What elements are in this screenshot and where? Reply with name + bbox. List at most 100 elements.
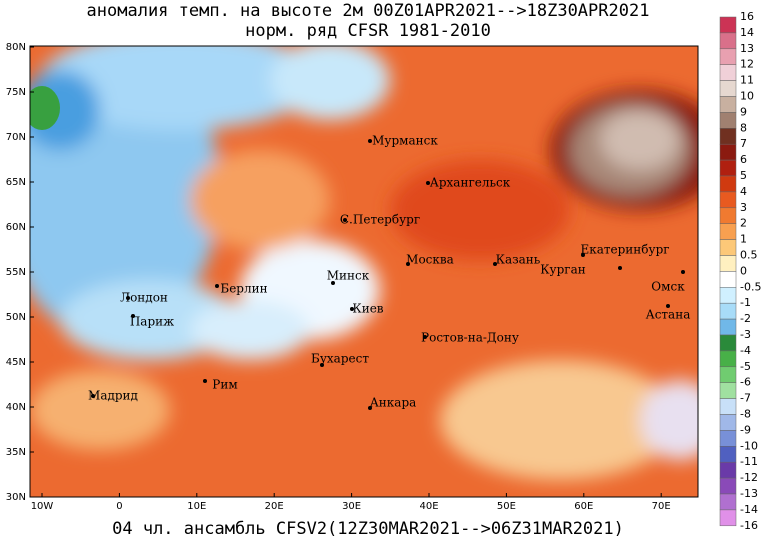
- city-dot: [203, 379, 207, 383]
- colorbar-label: -5: [740, 360, 751, 373]
- city-label: Астана: [646, 308, 691, 322]
- lat-label: 30N: [6, 492, 26, 503]
- lon-label: 70E: [652, 501, 671, 512]
- colorbar-label: 14: [740, 26, 754, 39]
- colorbar-label: -11: [740, 455, 758, 468]
- city-label: С.Петербург: [340, 213, 420, 227]
- colorbar-box: [719, 461, 737, 479]
- colorbar-box: [719, 175, 737, 193]
- title: аномалия темп. на высоте 2м 00Z01APR2021…: [87, 1, 650, 21]
- lon-label: 30E: [342, 501, 361, 512]
- colorbar-box: [719, 128, 737, 145]
- colorbar-label: 8: [740, 121, 747, 134]
- colorbar-box: [719, 334, 737, 352]
- colorbar-label: 2: [740, 217, 747, 230]
- colorbar-label: -8: [740, 408, 751, 421]
- city-dot: [331, 281, 335, 285]
- lon-label: 20E: [265, 501, 284, 512]
- colorbar-box: [719, 350, 737, 368]
- colorbar-box: [719, 430, 737, 447]
- colorbar-label: 7: [740, 137, 747, 150]
- colorbar-box: [719, 366, 737, 383]
- colorbar-label: -16: [740, 519, 758, 532]
- colorbar-box: [719, 64, 737, 81]
- colorbar-box: [719, 223, 737, 240]
- colorbar-label: -3: [740, 328, 751, 341]
- city-label: Омск: [651, 280, 685, 294]
- colorbar-box: [719, 398, 737, 415]
- colorbar-label: 0: [740, 264, 747, 277]
- city-label: Берлин: [220, 282, 267, 296]
- map-field: [30, 46, 698, 497]
- city-dot: [131, 314, 135, 318]
- city-label: Бухарест: [311, 352, 369, 366]
- colorbar-box: [719, 191, 737, 209]
- colorbar-label: -2: [740, 312, 751, 325]
- colorbar-box: [719, 318, 737, 336]
- city-dot: [423, 335, 427, 339]
- city-label: Курган: [540, 263, 585, 277]
- city-label: Екатеринбург: [580, 243, 669, 257]
- colorbar-label: 0.5: [740, 249, 758, 262]
- lat-label: 75N: [6, 87, 26, 98]
- city-label: Минск: [327, 269, 370, 283]
- city-dot: [581, 253, 585, 257]
- city-dot: [493, 262, 497, 266]
- colorbar-box: [719, 96, 737, 113]
- city-dot: [426, 181, 430, 185]
- colorbar-box: [719, 493, 737, 511]
- colorbar-box: [719, 239, 737, 256]
- colorbar-label: -6: [740, 376, 751, 389]
- colorbar-label: -10: [740, 439, 758, 452]
- colorbar-label: 3: [740, 201, 747, 214]
- city-label: Мадрид: [88, 389, 138, 403]
- colorbar-label: -1: [740, 296, 751, 309]
- colorbar-box: [719, 287, 737, 304]
- colorbar-box: [719, 48, 737, 65]
- colorbar-label: -4: [740, 344, 751, 357]
- city-label: Казань: [496, 253, 541, 267]
- colorbar-label: 13: [740, 42, 754, 55]
- colorbar-label: 10: [740, 90, 754, 103]
- lon-label: 60E: [574, 501, 593, 512]
- colorbar-box: [719, 16, 737, 34]
- city-label: Рим: [212, 378, 237, 392]
- colorbar-label: 12: [740, 58, 754, 71]
- lat-label: 50N: [6, 312, 26, 323]
- colorbar-box: [719, 509, 737, 527]
- colorbar-box: [719, 159, 737, 177]
- lat-label: 80N: [6, 42, 26, 53]
- lat-label: 40N: [6, 402, 26, 413]
- colorbar-label: -12: [740, 471, 758, 484]
- colorbar-label: -0.5: [740, 280, 761, 293]
- colorbar-box: [719, 80, 737, 97]
- city-label: Париж: [130, 315, 174, 329]
- city-label: Москва: [406, 253, 454, 267]
- city-label: Киев: [352, 302, 383, 316]
- city-dot: [215, 284, 219, 288]
- colorbar-label: 1: [740, 233, 747, 246]
- colorbar-label: -14: [740, 503, 758, 516]
- lat-label: 45N: [6, 357, 26, 368]
- colorbar-label: 4: [740, 185, 747, 198]
- city-dot: [126, 296, 130, 300]
- colorbar-label: -7: [740, 392, 751, 405]
- colorbar-label: -13: [740, 487, 758, 500]
- city-dot: [618, 266, 622, 270]
- city-dot: [320, 363, 324, 367]
- lon-label: 50E: [497, 501, 516, 512]
- colorbar-label: 5: [740, 169, 747, 182]
- city-label: Лондон: [120, 291, 168, 305]
- lon-label: 10E: [187, 501, 206, 512]
- colorbar-label: 9: [740, 105, 747, 118]
- lat-label: 60N: [6, 222, 26, 233]
- lat-label: 55N: [6, 267, 26, 278]
- colorbar-box: [719, 207, 737, 224]
- colorbar-box: [719, 382, 737, 399]
- lat-label: 35N: [6, 447, 26, 458]
- lat-label: 70N: [6, 132, 26, 143]
- city-label: Ростов-на-Дону: [421, 331, 519, 345]
- colorbar-box: [719, 112, 737, 129]
- subtitle: норм. ряд CFSR 1981-2010: [245, 21, 491, 41]
- colorbar-box: [719, 477, 737, 495]
